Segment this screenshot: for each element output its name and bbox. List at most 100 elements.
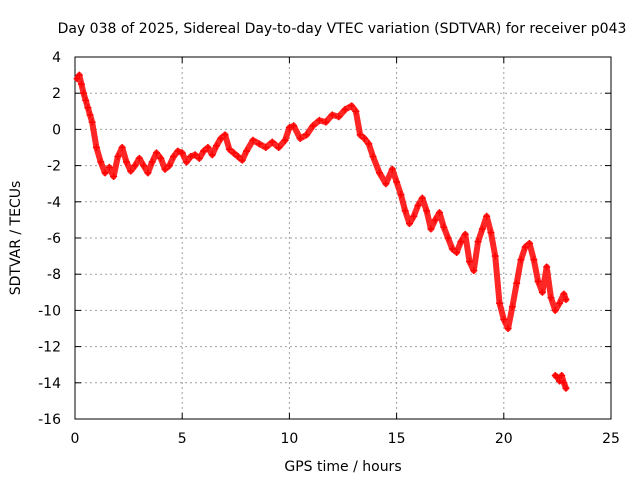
data-point bbox=[526, 239, 534, 247]
x-tick-label: 5 bbox=[178, 431, 187, 447]
x-tick-label: 10 bbox=[280, 431, 298, 447]
data-point bbox=[195, 154, 203, 162]
data-point bbox=[92, 144, 100, 151]
y-tick-label: -16 bbox=[38, 412, 61, 428]
data-point bbox=[444, 234, 452, 242]
data-point bbox=[238, 156, 246, 164]
data-point bbox=[496, 299, 504, 307]
y-tick-label: -12 bbox=[38, 340, 61, 356]
data-point bbox=[225, 145, 233, 153]
data-point bbox=[560, 379, 568, 387]
data-point bbox=[470, 267, 478, 275]
data-point bbox=[170, 153, 178, 161]
data-point bbox=[517, 256, 525, 264]
data-point bbox=[174, 147, 182, 155]
data-point bbox=[73, 75, 81, 83]
data-point bbox=[255, 140, 263, 148]
data-point bbox=[84, 104, 92, 112]
data-point bbox=[556, 377, 564, 385]
data-point bbox=[328, 111, 336, 119]
x-tick-label: 15 bbox=[388, 431, 406, 447]
data-point bbox=[101, 169, 109, 177]
data-point bbox=[200, 147, 208, 155]
data-point bbox=[553, 373, 561, 381]
data-point bbox=[530, 256, 538, 264]
data-point bbox=[97, 158, 105, 166]
data-point bbox=[393, 178, 401, 186]
data-point bbox=[127, 167, 135, 175]
data-point bbox=[435, 209, 443, 217]
data-point bbox=[423, 207, 431, 215]
x-axis-label: GPS time / hours bbox=[284, 459, 401, 475]
data-point bbox=[275, 144, 283, 151]
data-point bbox=[262, 144, 270, 151]
data-point bbox=[551, 306, 559, 314]
data-point bbox=[388, 165, 396, 173]
data-point bbox=[369, 153, 377, 161]
data-point bbox=[560, 290, 568, 298]
data-point bbox=[315, 116, 323, 124]
data-point bbox=[131, 162, 139, 170]
data-point bbox=[513, 279, 521, 287]
series-trace bbox=[74, 72, 569, 332]
data-point bbox=[152, 149, 160, 157]
data-point bbox=[208, 151, 216, 159]
x-tick-label: 20 bbox=[495, 431, 513, 447]
y-tick-label: 2 bbox=[52, 86, 61, 102]
data-point bbox=[397, 191, 405, 199]
data-point bbox=[290, 122, 298, 130]
y-axis-label: SDTVAR / TECUs bbox=[8, 181, 24, 296]
data-point bbox=[187, 153, 195, 161]
data-point bbox=[230, 149, 238, 157]
data-point bbox=[418, 194, 426, 202]
data-point bbox=[427, 225, 435, 233]
data-point bbox=[157, 154, 165, 162]
grid bbox=[75, 57, 611, 419]
data-point bbox=[309, 122, 317, 130]
data-point bbox=[249, 136, 257, 144]
data-point bbox=[562, 384, 570, 392]
data-point bbox=[191, 151, 199, 159]
data-point bbox=[135, 154, 143, 162]
data-point bbox=[453, 248, 461, 256]
y-tick-label: -6 bbox=[47, 231, 61, 247]
data-point bbox=[356, 131, 364, 139]
data-point bbox=[75, 71, 83, 79]
data-point bbox=[303, 131, 311, 139]
data-point bbox=[504, 325, 512, 332]
y-tick-labels: 4 2 0 -2 -4 -6 -8 -10 -12 -14 -16 bbox=[38, 50, 61, 428]
data-point bbox=[461, 230, 469, 238]
data-point bbox=[500, 315, 508, 323]
data-point bbox=[508, 303, 516, 311]
x-tick-label: 0 bbox=[71, 431, 80, 447]
chart-title: Day 038 of 2025, Sidereal Day-to-day VTE… bbox=[58, 21, 627, 37]
data-point bbox=[440, 223, 448, 231]
data-point bbox=[217, 134, 225, 142]
y-tick-label: -10 bbox=[38, 303, 61, 319]
data-point bbox=[547, 294, 555, 302]
data-point bbox=[114, 153, 122, 161]
data-point bbox=[556, 299, 564, 307]
data-point bbox=[375, 169, 383, 177]
data-point bbox=[322, 118, 330, 126]
data-point bbox=[431, 216, 439, 224]
data-point bbox=[483, 212, 491, 220]
y-tick-label: -2 bbox=[47, 159, 61, 175]
data-point bbox=[140, 162, 148, 170]
axis-ticks bbox=[74, 56, 612, 420]
data-point bbox=[243, 147, 251, 155]
data-point bbox=[178, 149, 186, 157]
data-point bbox=[457, 238, 465, 246]
data-point bbox=[82, 96, 90, 104]
data-point bbox=[478, 225, 486, 233]
data-point bbox=[352, 107, 360, 115]
data-point bbox=[348, 102, 356, 110]
x-tick-labels: 0 5 10 15 20 25 bbox=[71, 431, 620, 447]
data-point bbox=[281, 136, 289, 144]
data-point bbox=[562, 296, 570, 304]
data-point bbox=[401, 207, 409, 215]
data-point bbox=[341, 105, 349, 113]
data-point bbox=[382, 180, 390, 188]
data-point bbox=[221, 131, 229, 139]
